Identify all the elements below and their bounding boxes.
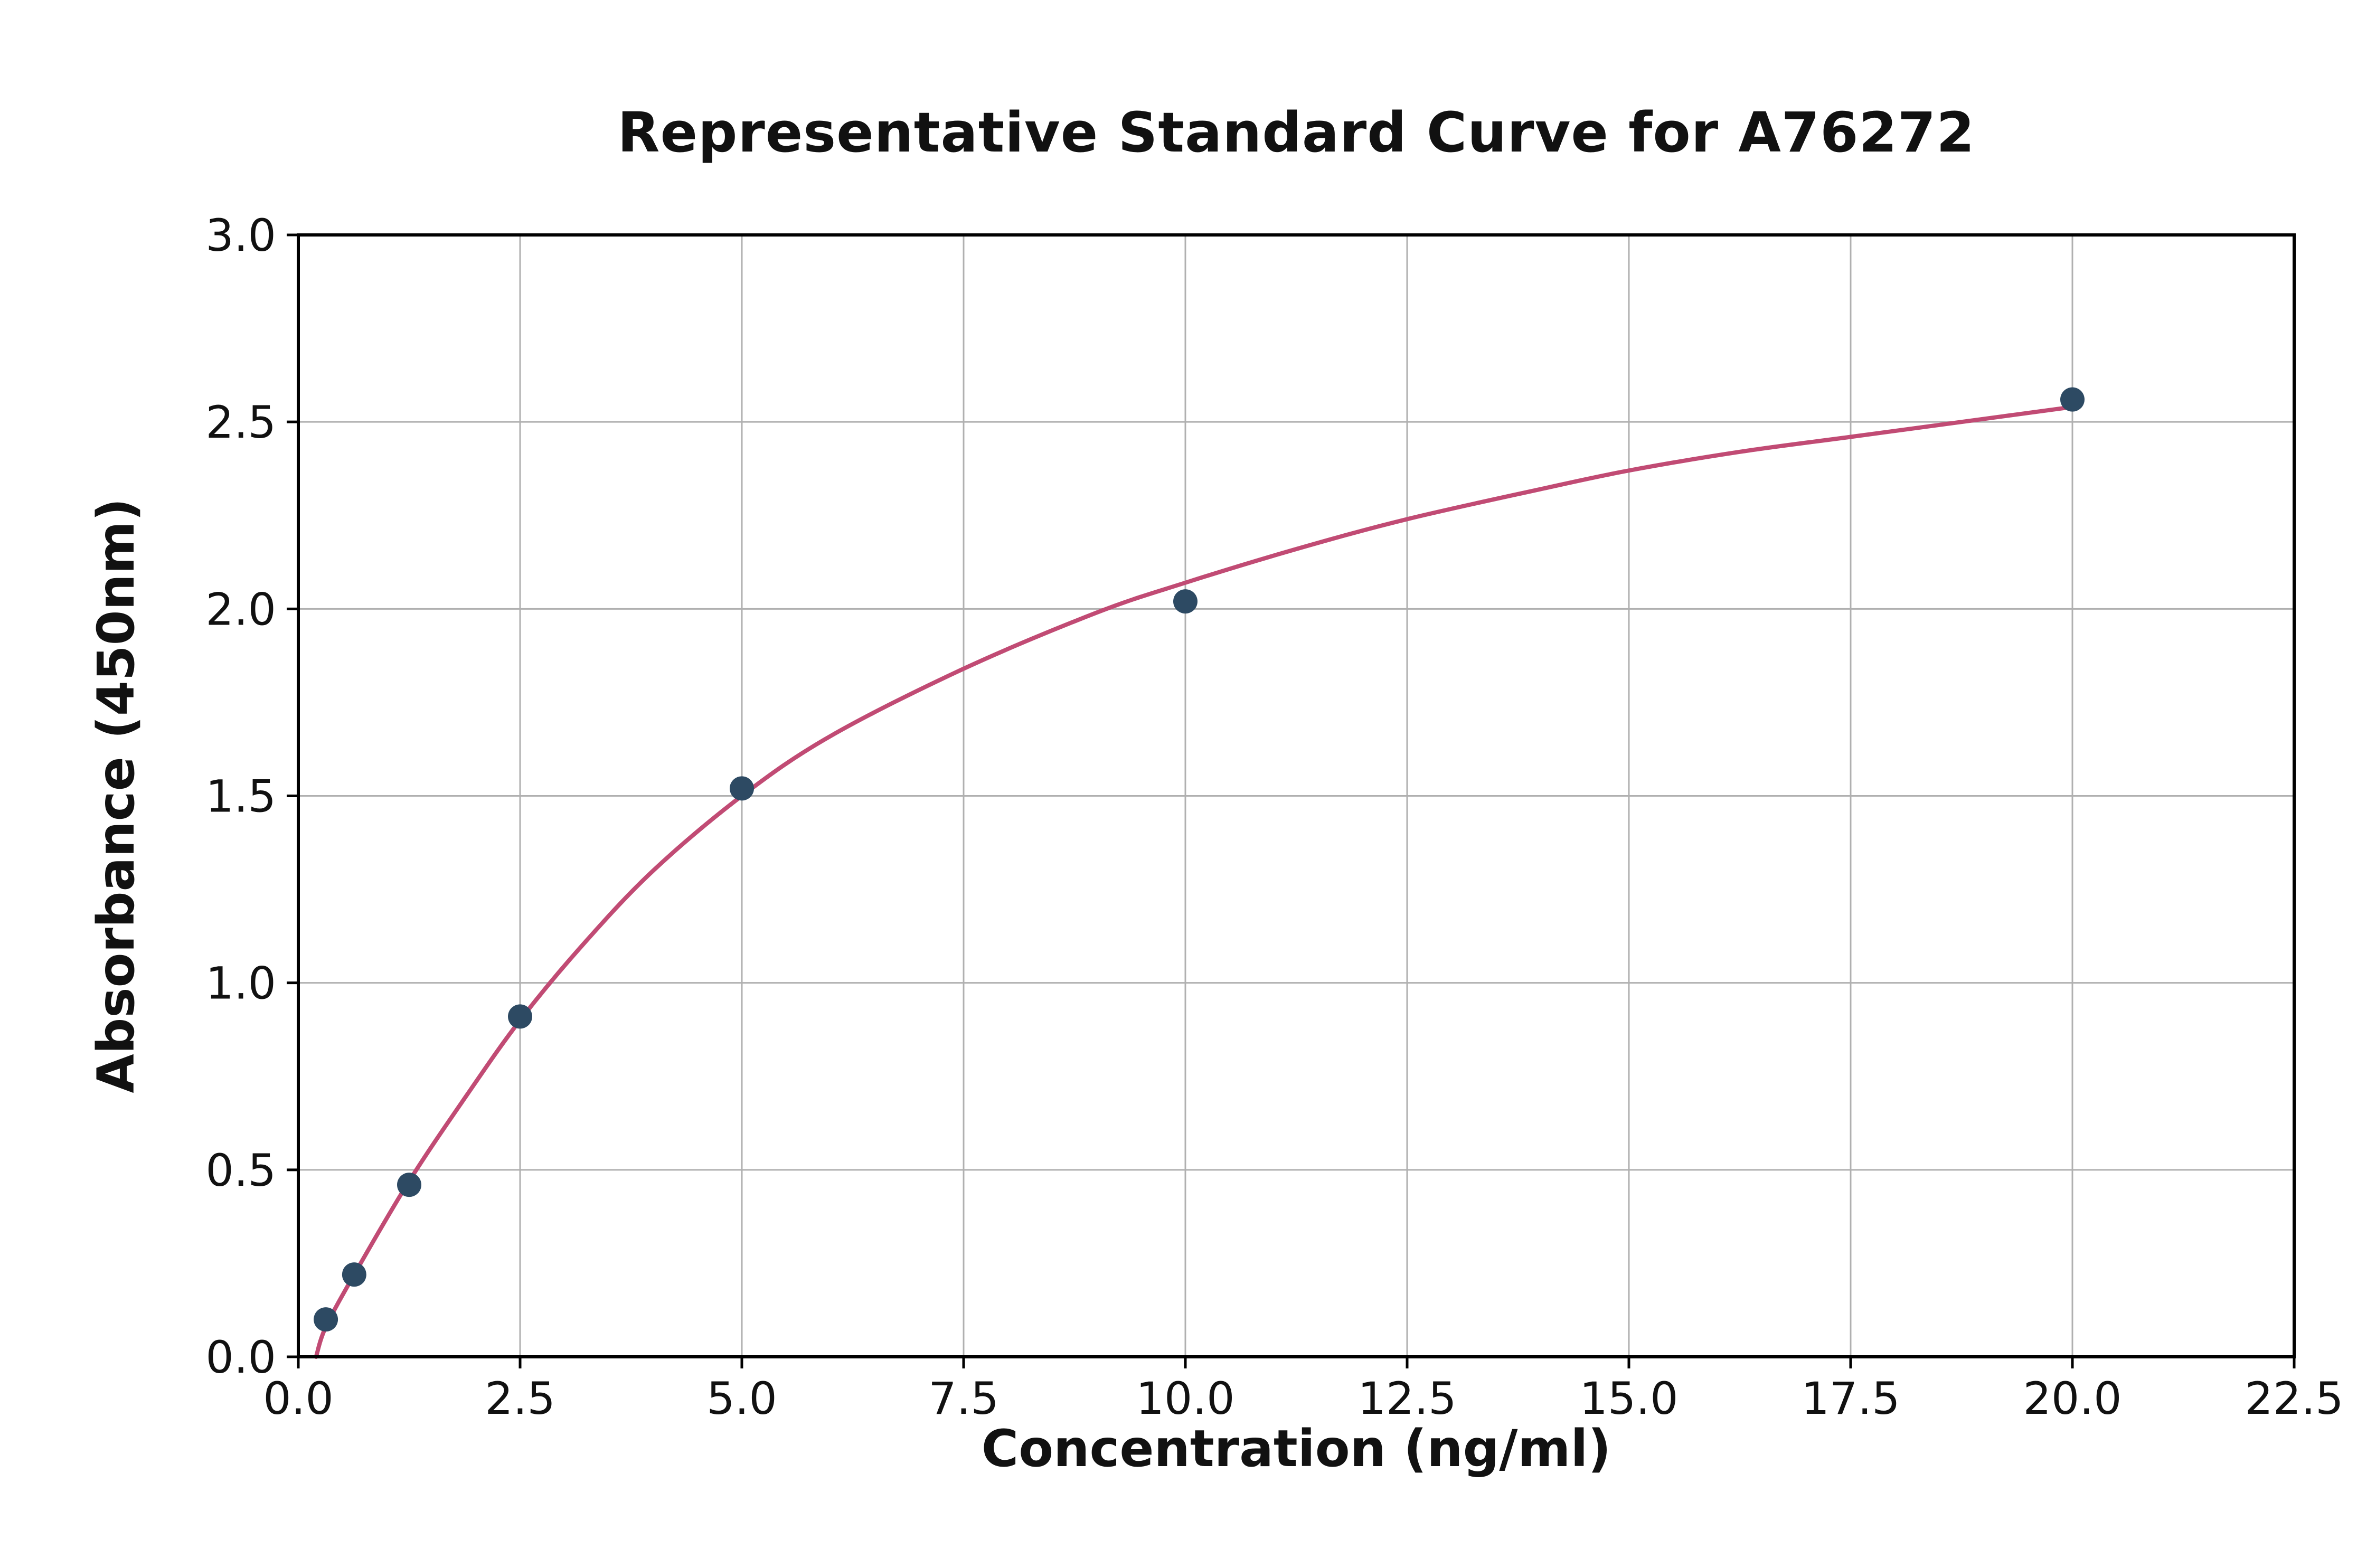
x-tick-label: 12.5: [1357, 1373, 1456, 1424]
x-tick-label: 5.0: [706, 1373, 777, 1424]
data-point: [314, 1307, 338, 1332]
y-tick-label: 0.5: [205, 1145, 276, 1196]
data-point: [397, 1173, 421, 1197]
x-tick-label: 20.0: [2023, 1373, 2122, 1424]
data-point: [730, 776, 754, 801]
x-tick-label: 2.5: [485, 1373, 555, 1424]
y-axis-label: Absorbance (450nm): [87, 498, 146, 1093]
y-tick-label: 2.5: [205, 396, 276, 448]
chart-title: Representative Standard Curve for A76272: [617, 100, 1975, 165]
x-tick-label: 0.0: [263, 1373, 334, 1424]
x-tick-label: 15.0: [1579, 1373, 1678, 1424]
x-tick-label: 10.0: [1136, 1373, 1234, 1424]
x-tick-label: 22.5: [2245, 1373, 2343, 1424]
data-point: [508, 1004, 532, 1029]
y-tick-label: 1.5: [205, 771, 276, 823]
x-tick-label: 17.5: [1801, 1373, 1900, 1424]
y-tick-label: 2.0: [205, 583, 276, 635]
data-point: [1173, 589, 1198, 614]
y-tick-label: 3.0: [205, 210, 276, 261]
data-point: [342, 1262, 366, 1287]
data-point: [2060, 387, 2085, 412]
x-axis-label: Concentration (ng/ml): [981, 1419, 1611, 1478]
y-tick-label: 0.0: [205, 1331, 276, 1383]
x-tick-label: 7.5: [928, 1373, 999, 1424]
y-tick-label: 1.0: [205, 958, 276, 1009]
fit-curve: [314, 404, 2075, 1359]
